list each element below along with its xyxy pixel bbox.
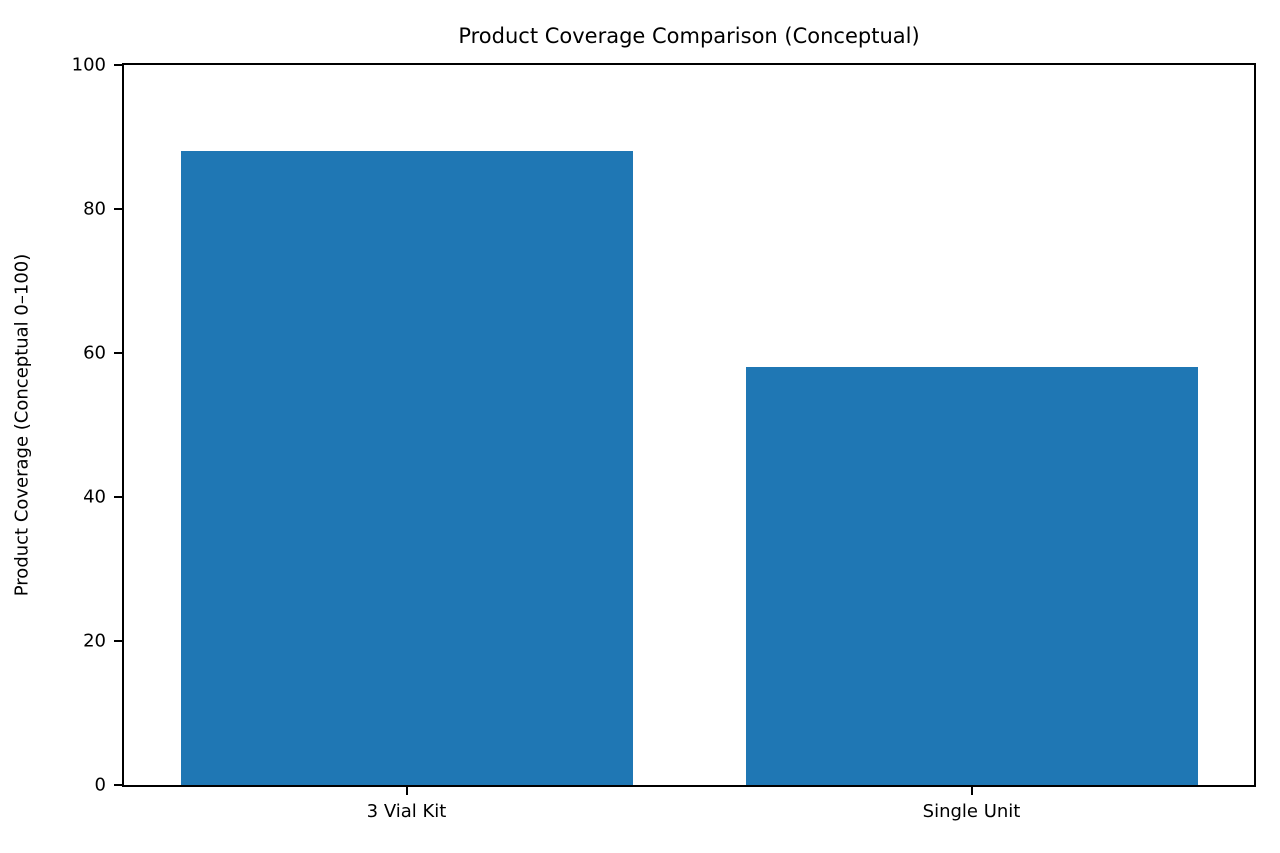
x-tick-label: Single Unit bbox=[922, 801, 1021, 822]
y-tick-label: 80 bbox=[83, 198, 106, 220]
y-axis-label: Product Coverage (Conceptual 0–100) bbox=[11, 253, 33, 597]
y-tick-label: 0 bbox=[94, 774, 106, 796]
y-tick-mark bbox=[114, 784, 122, 786]
y-tick-mark bbox=[114, 640, 122, 642]
y-tick-mark bbox=[114, 496, 122, 498]
y-tick-mark bbox=[114, 352, 122, 354]
bar-single-unit bbox=[745, 367, 1198, 785]
x-tick-mark bbox=[970, 787, 973, 795]
plot-area: 0 20 40 60 80 100 3 Vial Kit Single Unit bbox=[72, 55, 1256, 822]
y-tick-label: 60 bbox=[83, 342, 106, 364]
x-tick-mark bbox=[405, 787, 408, 795]
y-tick-mark bbox=[114, 64, 122, 66]
y-tick-label: 20 bbox=[83, 630, 106, 652]
y-tick-label: 40 bbox=[83, 486, 106, 508]
bar-3-vial-kit bbox=[180, 151, 633, 785]
y-tick-mark bbox=[114, 208, 122, 210]
x-tick-label: 3 Vial Kit bbox=[366, 801, 447, 822]
y-tick-label: 100 bbox=[71, 54, 106, 76]
chart-title: Product Coverage Comparison (Conceptual) bbox=[458, 24, 920, 48]
